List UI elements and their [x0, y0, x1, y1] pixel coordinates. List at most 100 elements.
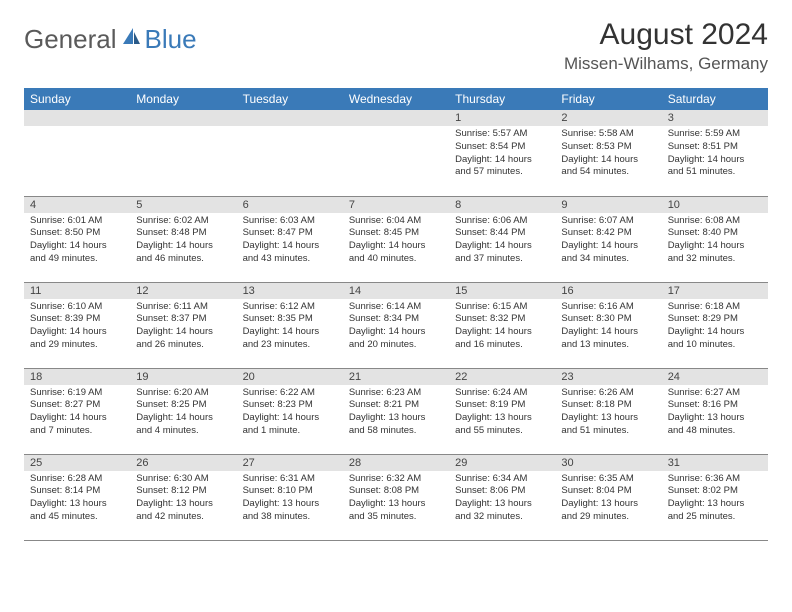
calendar-page: General Blue August 2024 Missen-Wilhams,… [0, 0, 792, 559]
daylight-line: Daylight: 14 hours and 57 minutes. [455, 154, 549, 180]
sunset-line: Sunset: 8:29 PM [668, 313, 762, 326]
sunset-line: Sunset: 8:54 PM [455, 141, 549, 154]
sunset-line: Sunset: 8:04 PM [561, 485, 655, 498]
sunset-line: Sunset: 8:44 PM [455, 227, 549, 240]
daylight-line: Daylight: 14 hours and 49 minutes. [30, 240, 124, 266]
daylight-line: Daylight: 14 hours and 20 minutes. [349, 326, 443, 352]
day-number: 10 [662, 197, 768, 213]
day-number: 15 [449, 283, 555, 299]
calendar-day: 16Sunrise: 6:16 AMSunset: 8:30 PMDayligh… [555, 282, 661, 368]
day-number: 16 [555, 283, 661, 299]
day-number [130, 110, 236, 126]
sunrise-line: Sunrise: 6:32 AM [349, 473, 443, 486]
day-details: Sunrise: 6:23 AMSunset: 8:21 PMDaylight:… [343, 385, 449, 442]
sunrise-line: Sunrise: 6:34 AM [455, 473, 549, 486]
sunset-line: Sunset: 8:10 PM [243, 485, 337, 498]
calendar-day: 2Sunrise: 5:58 AMSunset: 8:53 PMDaylight… [555, 110, 661, 196]
day-details: Sunrise: 5:57 AMSunset: 8:54 PMDaylight:… [449, 126, 555, 183]
sunset-line: Sunset: 8:35 PM [243, 313, 337, 326]
calendar-day: 29Sunrise: 6:34 AMSunset: 8:06 PMDayligh… [449, 454, 555, 540]
day-number: 24 [662, 369, 768, 385]
sunrise-line: Sunrise: 6:23 AM [349, 387, 443, 400]
day-details: Sunrise: 6:16 AMSunset: 8:30 PMDaylight:… [555, 299, 661, 356]
sunset-line: Sunset: 8:18 PM [561, 399, 655, 412]
calendar-day: 26Sunrise: 6:30 AMSunset: 8:12 PMDayligh… [130, 454, 236, 540]
sunset-line: Sunset: 8:48 PM [136, 227, 230, 240]
calendar-week: 25Sunrise: 6:28 AMSunset: 8:14 PMDayligh… [24, 454, 768, 540]
calendar-day: 20Sunrise: 6:22 AMSunset: 8:23 PMDayligh… [237, 368, 343, 454]
day-number: 17 [662, 283, 768, 299]
day-details: Sunrise: 6:07 AMSunset: 8:42 PMDaylight:… [555, 213, 661, 270]
sunset-line: Sunset: 8:21 PM [349, 399, 443, 412]
day-details: Sunrise: 6:18 AMSunset: 8:29 PMDaylight:… [662, 299, 768, 356]
sunrise-line: Sunrise: 5:58 AM [561, 128, 655, 141]
day-number: 18 [24, 369, 130, 385]
calendar-day: 31Sunrise: 6:36 AMSunset: 8:02 PMDayligh… [662, 454, 768, 540]
day-details: Sunrise: 6:01 AMSunset: 8:50 PMDaylight:… [24, 213, 130, 270]
daylight-line: Daylight: 13 hours and 38 minutes. [243, 498, 337, 524]
sunrise-line: Sunrise: 6:26 AM [561, 387, 655, 400]
daylight-line: Daylight: 13 hours and 25 minutes. [668, 498, 762, 524]
sunset-line: Sunset: 8:40 PM [668, 227, 762, 240]
day-number: 30 [555, 455, 661, 471]
calendar-day: 27Sunrise: 6:31 AMSunset: 8:10 PMDayligh… [237, 454, 343, 540]
sunset-line: Sunset: 8:30 PM [561, 313, 655, 326]
sunrise-line: Sunrise: 6:08 AM [668, 215, 762, 228]
sunset-line: Sunset: 8:32 PM [455, 313, 549, 326]
sunrise-line: Sunrise: 6:02 AM [136, 215, 230, 228]
daylight-line: Daylight: 13 hours and 51 minutes. [561, 412, 655, 438]
day-details: Sunrise: 6:35 AMSunset: 8:04 PMDaylight:… [555, 471, 661, 528]
daylight-line: Daylight: 14 hours and 23 minutes. [243, 326, 337, 352]
daylight-line: Daylight: 14 hours and 46 minutes. [136, 240, 230, 266]
calendar-day: 9Sunrise: 6:07 AMSunset: 8:42 PMDaylight… [555, 196, 661, 282]
daylight-line: Daylight: 14 hours and 54 minutes. [561, 154, 655, 180]
sunset-line: Sunset: 8:50 PM [30, 227, 124, 240]
daylight-line: Daylight: 13 hours and 42 minutes. [136, 498, 230, 524]
brand-logo: General Blue [24, 18, 197, 55]
calendar-day: 6Sunrise: 6:03 AMSunset: 8:47 PMDaylight… [237, 196, 343, 282]
day-number: 13 [237, 283, 343, 299]
sunrise-line: Sunrise: 6:22 AM [243, 387, 337, 400]
day-details: Sunrise: 5:58 AMSunset: 8:53 PMDaylight:… [555, 126, 661, 183]
day-details: Sunrise: 5:59 AMSunset: 8:51 PMDaylight:… [662, 126, 768, 183]
calendar-day: 21Sunrise: 6:23 AMSunset: 8:21 PMDayligh… [343, 368, 449, 454]
day-details: Sunrise: 6:06 AMSunset: 8:44 PMDaylight:… [449, 213, 555, 270]
sunset-line: Sunset: 8:27 PM [30, 399, 124, 412]
day-details: Sunrise: 6:12 AMSunset: 8:35 PMDaylight:… [237, 299, 343, 356]
calendar-week: 4Sunrise: 6:01 AMSunset: 8:50 PMDaylight… [24, 196, 768, 282]
day-details: Sunrise: 6:27 AMSunset: 8:16 PMDaylight:… [662, 385, 768, 442]
day-details: Sunrise: 6:34 AMSunset: 8:06 PMDaylight:… [449, 471, 555, 528]
day-details: Sunrise: 6:32 AMSunset: 8:08 PMDaylight:… [343, 471, 449, 528]
sunrise-line: Sunrise: 6:30 AM [136, 473, 230, 486]
sunrise-line: Sunrise: 6:07 AM [561, 215, 655, 228]
day-number: 5 [130, 197, 236, 213]
daylight-line: Daylight: 14 hours and 29 minutes. [30, 326, 124, 352]
daylight-line: Daylight: 13 hours and 45 minutes. [30, 498, 124, 524]
day-number: 1 [449, 110, 555, 126]
day-number: 2 [555, 110, 661, 126]
calendar-day: 24Sunrise: 6:27 AMSunset: 8:16 PMDayligh… [662, 368, 768, 454]
sunrise-line: Sunrise: 6:35 AM [561, 473, 655, 486]
daylight-line: Daylight: 14 hours and 32 minutes. [668, 240, 762, 266]
day-details: Sunrise: 6:24 AMSunset: 8:19 PMDaylight:… [449, 385, 555, 442]
calendar-day [130, 110, 236, 196]
sunset-line: Sunset: 8:19 PM [455, 399, 549, 412]
day-number: 26 [130, 455, 236, 471]
daylight-line: Daylight: 14 hours and 16 minutes. [455, 326, 549, 352]
sunset-line: Sunset: 8:16 PM [668, 399, 762, 412]
sail-icon [120, 26, 142, 53]
day-details [24, 126, 130, 186]
day-number: 4 [24, 197, 130, 213]
sunset-line: Sunset: 8:06 PM [455, 485, 549, 498]
sunset-line: Sunset: 8:51 PM [668, 141, 762, 154]
calendar-body: 1Sunrise: 5:57 AMSunset: 8:54 PMDaylight… [24, 110, 768, 540]
calendar-day [237, 110, 343, 196]
day-number: 25 [24, 455, 130, 471]
day-details: Sunrise: 6:08 AMSunset: 8:40 PMDaylight:… [662, 213, 768, 270]
brand-part1: General [24, 24, 117, 55]
daylight-line: Daylight: 13 hours and 48 minutes. [668, 412, 762, 438]
calendar-day: 11Sunrise: 6:10 AMSunset: 8:39 PMDayligh… [24, 282, 130, 368]
day-number [237, 110, 343, 126]
sunrise-line: Sunrise: 6:04 AM [349, 215, 443, 228]
day-number: 3 [662, 110, 768, 126]
